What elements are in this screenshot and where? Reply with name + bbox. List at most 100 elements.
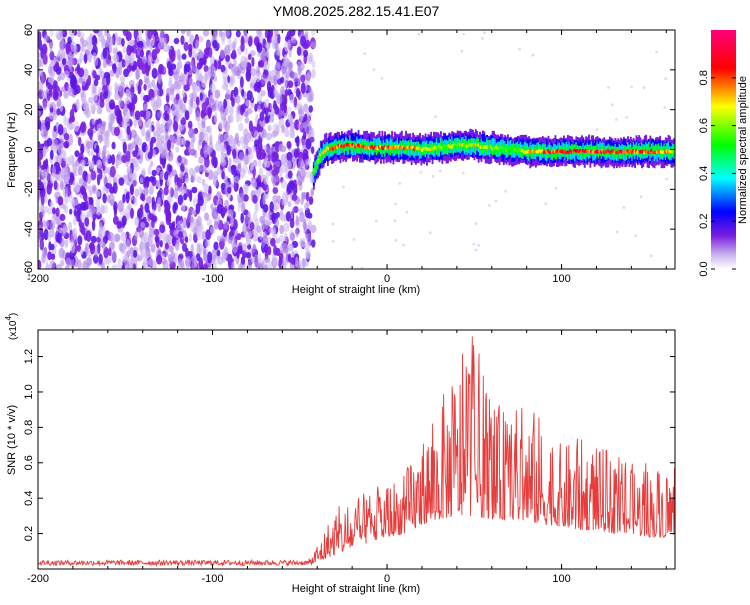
heatmap-cell [121, 215, 127, 226]
heatmap-cell [267, 33, 271, 42]
snr-panel: -200 -100 0 100 0.2 0.4 0.6 0.8 1.0 1.2 Height o… [4, 313, 676, 595]
heatmap-cell [229, 114, 234, 123]
heatmap-cell [47, 251, 52, 261]
heatmap-cell [281, 65, 287, 75]
heatmap-cell [166, 119, 173, 127]
heatmap-cell [241, 191, 245, 204]
heatmap-cell [262, 193, 267, 206]
heatmap-cell [638, 144, 641, 155]
heatmap-cell [311, 239, 316, 248]
heatmap-cell [125, 133, 131, 142]
heatmap-cell [224, 44, 231, 56]
heatmap-cell [216, 204, 223, 214]
heatmap-cell [55, 207, 60, 217]
heatmap-cell [93, 30, 100, 34]
heatmap-cell [38, 31, 42, 42]
heatmap-cell [308, 86, 312, 93]
heatmap-cell [226, 144, 231, 156]
heatmap-cell [198, 35, 204, 43]
heatmap-cell [243, 215, 249, 226]
heatmap-cell [38, 204, 44, 212]
heatmap-cell [38, 52, 41, 59]
heatmap-cell [166, 60, 172, 70]
heatmap-cell [121, 154, 128, 164]
heatmap-cell [128, 91, 134, 99]
heatmap-cell [111, 264, 118, 269]
heatmap-cell [445, 144, 448, 155]
heatmap-cell [152, 149, 157, 158]
heatmap-cell [525, 145, 528, 156]
heatmap-cell [184, 63, 191, 73]
heatmap-cell [57, 50, 61, 58]
heatmap-cell [231, 261, 235, 269]
heatmap-cell [56, 108, 61, 116]
heatmap-cell [299, 212, 305, 223]
heatmap-cell [122, 46, 128, 54]
heatmap-cell [199, 131, 205, 143]
heatmap-cell [507, 139, 509, 154]
heatmap-cell [129, 184, 134, 195]
heatmap-cell [72, 215, 77, 226]
heatmap-cell [106, 35, 110, 46]
heatmap-cell [118, 177, 125, 186]
heatmap-cell [43, 126, 47, 138]
heatmap-cell [109, 69, 115, 77]
heatmap-cell [60, 86, 66, 93]
heatmap-cell [293, 148, 299, 159]
heatmap-cell [147, 165, 152, 176]
heatmap-cell [139, 149, 144, 157]
heatmap-cell [132, 263, 137, 269]
heatmap-cell [178, 110, 184, 121]
heatmap-cell [171, 169, 177, 177]
heatmap-cell [233, 136, 239, 145]
heatmap-cell [273, 74, 278, 86]
heatmap-cell [81, 39, 88, 48]
heatmap-cell [531, 53, 535, 57]
heatmap-cell [201, 101, 208, 112]
heatmap-cell [176, 101, 181, 113]
heatmap-cell [264, 42, 271, 50]
heatmap-cell [70, 242, 76, 254]
heatmap-cell [102, 193, 107, 204]
heatmap-cell [98, 253, 103, 265]
heatmap-cell [254, 261, 261, 269]
heatmap-cell [188, 77, 194, 87]
heatmap-cell [248, 230, 252, 239]
heatmap-cell [57, 124, 64, 136]
heatmap-cell [280, 180, 288, 189]
heatmap-cell [241, 103, 246, 113]
heatmap-cell [305, 248, 311, 260]
heatmap-cell [356, 143, 359, 154]
heatmap-cell [93, 79, 99, 87]
heatmap-cell [532, 148, 534, 159]
heatmap-cell [38, 259, 42, 269]
x-tick-label: -200 [27, 573, 49, 585]
heatmap-cell [405, 210, 409, 214]
heatmap-cell [474, 222, 478, 225]
heatmap-cell [246, 236, 251, 246]
heatmap-cell [78, 166, 83, 176]
heatmap-cell [63, 70, 70, 78]
heatmap-cell [393, 219, 397, 222]
heatmap-cell [530, 148, 533, 159]
heatmap-cell [43, 168, 49, 179]
heatmap-cell [195, 70, 202, 83]
heatmap-cell [488, 204, 491, 207]
heatmap-cell [169, 50, 176, 62]
heatmap-cell [441, 139, 444, 150]
heatmap-cell [223, 98, 228, 109]
heatmap-cell [283, 76, 288, 89]
heatmap-cell [615, 118, 618, 121]
heatmap-cell [91, 117, 96, 125]
heatmap-cell [253, 83, 258, 92]
heatmap-cell [417, 32, 421, 36]
heatmap-cell [160, 134, 165, 144]
heatmap-cell [260, 90, 266, 97]
y-tick-label: 1.0 [23, 384, 35, 399]
y-tick-label: 1.2 [23, 349, 35, 364]
heatmap-cell [77, 259, 82, 269]
heatmap-cell [168, 253, 172, 264]
heatmap-cell [209, 94, 216, 106]
heatmap-cell [263, 61, 270, 71]
heatmap-cell [143, 83, 147, 91]
